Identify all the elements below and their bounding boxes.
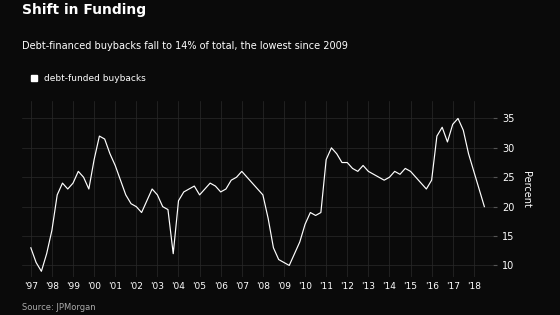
Y-axis label: Percent: Percent [521,170,531,208]
Text: Shift in Funding: Shift in Funding [22,3,147,17]
Text: Source: JPMorgan: Source: JPMorgan [22,303,96,312]
Legend: debt-funded buybacks: debt-funded buybacks [27,71,150,87]
Text: Debt-financed buybacks fall to 14% of total, the lowest since 2009: Debt-financed buybacks fall to 14% of to… [22,41,348,51]
